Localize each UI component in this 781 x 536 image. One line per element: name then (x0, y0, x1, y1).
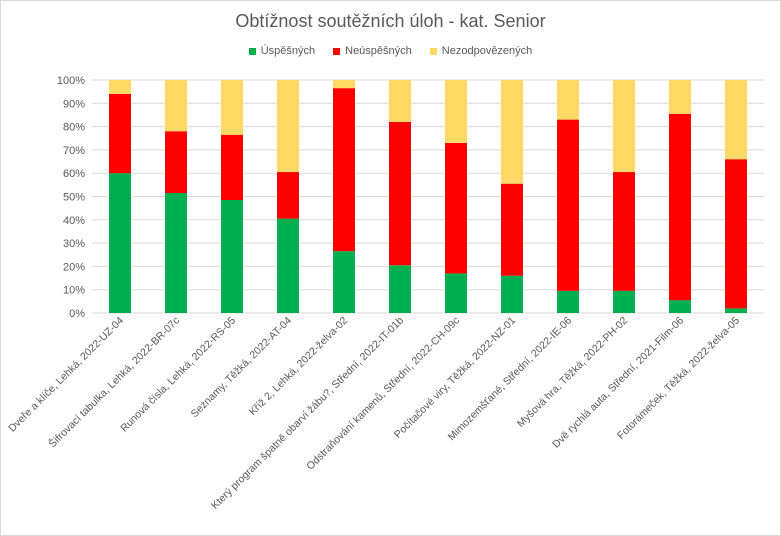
bar-segment-1 (445, 273, 467, 313)
x-tick-label: Počítačové viry, Těžká, 2022-NZ-01 (392, 315, 518, 441)
legend-label-uspesnych: Úspěšných (260, 45, 316, 57)
bar-segment-2 (445, 142, 467, 274)
bar-segment-2 (165, 131, 187, 194)
bar-segment-3 (613, 80, 635, 173)
legend-swatch-uspesnych (248, 47, 256, 55)
bar-segment-2 (725, 159, 747, 309)
bar-segment-3 (109, 80, 131, 94)
bar-segment-2 (669, 113, 691, 301)
x-tick-label: Myšová hra, Těžká, 2022-PH-02 (515, 315, 630, 430)
x-tick-label: Dveře a klíče, Lehká, 2022-UZ-04 (6, 315, 126, 435)
bar-segment-1 (277, 218, 299, 313)
x-tick-label: Fotorámeček, Těžká, 2022-želva-05 (615, 315, 742, 442)
chart-title: Obtížnost soutěžních úloh - kat. Senior (235, 11, 546, 31)
bar-segment-2 (221, 134, 243, 200)
legend-item-uspesnych: Úspěšných (248, 45, 316, 57)
bar-segment-3 (165, 80, 187, 132)
legend: Úspěšných Neúspěšných Nezodpovězených (0, 45, 781, 57)
bar-segment-3 (333, 80, 355, 89)
bar-segment-1 (221, 199, 243, 313)
y-tick-label: 80% (63, 122, 85, 134)
bar-segment-1 (501, 275, 523, 313)
y-tick-label: 70% (63, 145, 85, 157)
legend-label-nezodpovezenych: Nezodpovězených (441, 45, 533, 57)
bar-segment-1 (333, 251, 355, 313)
bar-segment-2 (277, 172, 299, 219)
bar-segment-1 (389, 265, 411, 313)
x-tick-label: Kříž 2, Lehká, 2022-želva-02 (247, 315, 351, 419)
legend-label-neuspesnych: Neúspěšných (345, 45, 412, 57)
x-tick-label: Runová čísla, Lehká, 2022-RS-05 (118, 315, 238, 435)
x-tick-label: Seznamy, Těžká, 2022-AT-04 (189, 315, 295, 421)
bar-segment-2 (389, 121, 411, 266)
y-tick-label: 60% (63, 168, 85, 180)
bar-segment-1 (165, 193, 187, 313)
legend-swatch-neuspesnych (333, 47, 341, 55)
bar-segment-1 (557, 290, 579, 313)
y-tick-label: 0% (69, 308, 85, 320)
y-tick-label: 100% (57, 75, 85, 87)
bar-segment-1 (669, 300, 691, 313)
y-tick-label: 40% (63, 215, 85, 227)
bar-segment-3 (445, 80, 467, 143)
bar-segment-3 (277, 80, 299, 173)
bar-segment-2 (501, 183, 523, 276)
bar-segment-2 (109, 93, 131, 174)
y-tick-label: 20% (63, 261, 85, 273)
bar-segment-3 (557, 80, 579, 120)
bar-segment-3 (725, 80, 747, 160)
y-tick-label: 50% (63, 192, 85, 204)
x-tick-label: Mimozemšťané, Střední, 2022-IE-06 (446, 315, 575, 444)
y-tick-label: 90% (63, 98, 85, 110)
bar-segment-3 (389, 80, 411, 122)
bar-segment-1 (725, 308, 747, 313)
bar-segment-3 (669, 80, 691, 114)
bar-segment-2 (613, 172, 635, 291)
bar-segment-3 (501, 80, 523, 184)
y-tick-label: 10% (63, 285, 85, 297)
x-tick-label: Který program špatně obarví žábu?, Střed… (209, 315, 406, 512)
y-tick-label: 30% (63, 238, 85, 250)
legend-item-nezodpovezenych: Nezodpovězených (429, 45, 533, 57)
bar-segment-1 (613, 290, 635, 313)
legend-swatch-nezodpovezenych (429, 47, 437, 55)
bar-segment-3 (221, 80, 243, 135)
bar-segment-2 (333, 88, 355, 252)
bar-segment-1 (109, 173, 131, 313)
bar-segment-2 (557, 119, 579, 291)
legend-item-neuspesnych: Neúspěšných (333, 45, 412, 57)
